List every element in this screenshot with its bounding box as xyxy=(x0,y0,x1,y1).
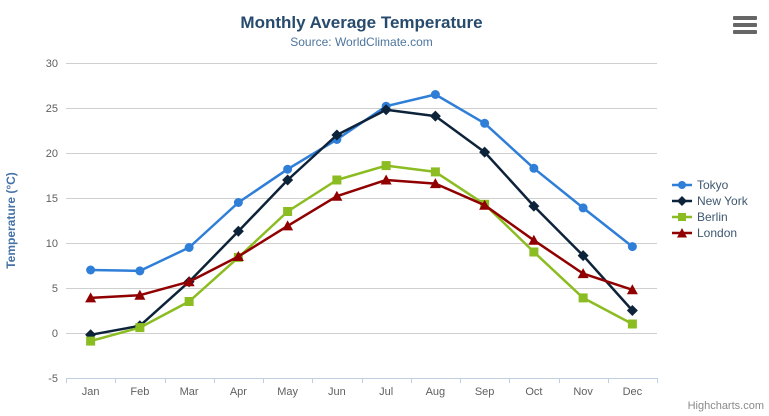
y-axis-tick-label: -5 xyxy=(48,373,58,385)
chart-title: Monthly Average Temperature xyxy=(240,13,483,32)
highcharts-credit-link[interactable]: Highcharts.com xyxy=(687,400,764,412)
legend: Tokyo New York Berlin London xyxy=(672,177,748,241)
legend-triangle-icon xyxy=(672,228,692,238)
hamburger-icon xyxy=(733,30,757,34)
data-point-new-york-apr[interactable] xyxy=(232,225,244,237)
hamburger-icon xyxy=(733,23,757,27)
data-point-berlin-mar[interactable] xyxy=(184,297,194,306)
data-point-berlin-dec[interactable] xyxy=(627,319,637,329)
data-point-new-york-nov[interactable] xyxy=(577,250,589,262)
series-line-new-york xyxy=(90,108,634,337)
y-axis-title: Temperature (°C) xyxy=(4,172,18,269)
legend-item-tokyo[interactable]: Tokyo xyxy=(672,177,748,193)
x-axis-tick-label: Nov xyxy=(573,386,593,398)
data-point-berlin-may[interactable] xyxy=(283,207,293,216)
series-line-berlin xyxy=(90,164,633,343)
data-point-london-dec[interactable] xyxy=(626,284,638,295)
series-line-london xyxy=(90,178,633,300)
data-point-new-york-sep[interactable] xyxy=(479,146,491,158)
data-point-new-york-aug[interactable] xyxy=(429,110,441,122)
data-point-london-sep[interactable] xyxy=(479,199,491,210)
x-axis-tick-label: Aug xyxy=(426,386,446,398)
x-axis-tick-label: May xyxy=(277,386,298,398)
y-axis-tick-label: 25 xyxy=(46,103,58,115)
data-point-berlin-jun[interactable] xyxy=(332,175,342,185)
data-point-london-may[interactable] xyxy=(282,220,294,231)
data-point-berlin-feb[interactable] xyxy=(135,323,145,333)
x-axis-tick-label: Apr xyxy=(230,386,247,398)
data-point-new-york-oct[interactable] xyxy=(528,200,540,212)
x-axis-tick-label: Feb xyxy=(130,386,149,398)
export-context-menu-button[interactable] xyxy=(733,16,757,34)
x-axis-tick-label: Jul xyxy=(379,386,393,398)
legend-item-london[interactable]: London xyxy=(672,225,748,241)
data-point-tokyo-apr[interactable] xyxy=(233,198,243,207)
data-point-tokyo-oct[interactable] xyxy=(529,163,539,173)
legend-label: Tokyo xyxy=(697,178,729,192)
data-point-berlin-nov[interactable] xyxy=(578,293,588,303)
data-point-berlin-aug[interactable] xyxy=(430,167,440,177)
legend-label: New York xyxy=(697,194,748,208)
y-axis-tick-label: 0 xyxy=(52,328,58,340)
legend-square-icon xyxy=(672,213,692,221)
data-point-tokyo-dec[interactable] xyxy=(627,242,637,252)
data-point-new-york-dec[interactable] xyxy=(626,305,638,316)
y-axis-tick-label: 30 xyxy=(46,58,58,70)
data-point-london-jul[interactable] xyxy=(380,174,392,185)
legend-item-berlin[interactable]: Berlin xyxy=(672,209,748,225)
data-point-london-nov[interactable] xyxy=(577,268,589,279)
data-point-tokyo-jan[interactable] xyxy=(86,265,96,275)
series-line-tokyo xyxy=(90,93,634,273)
y-axis-tick-label: 5 xyxy=(52,283,58,295)
data-point-london-feb[interactable] xyxy=(134,289,146,300)
chart-subtitle: Source: WorldClimate.com xyxy=(290,35,433,49)
x-axis-tick-label: Mar xyxy=(180,386,199,398)
data-point-tokyo-aug[interactable] xyxy=(430,90,440,99)
data-point-tokyo-feb[interactable] xyxy=(135,266,145,276)
data-point-london-jun[interactable] xyxy=(331,190,343,201)
data-point-new-york-may[interactable] xyxy=(282,174,294,186)
data-point-berlin-oct[interactable] xyxy=(529,247,539,257)
hamburger-icon xyxy=(733,16,757,20)
legend-label: Berlin xyxy=(697,210,728,224)
data-point-new-york-jul[interactable] xyxy=(380,104,392,116)
data-point-tokyo-nov[interactable] xyxy=(578,203,588,213)
data-point-london-jan[interactable] xyxy=(85,292,97,303)
y-axis-tick-label: 15 xyxy=(46,193,58,205)
data-point-london-aug[interactable] xyxy=(429,178,441,189)
x-axis-tick-label: Dec xyxy=(623,386,643,398)
x-axis-tick-label: Oct xyxy=(525,386,542,398)
data-point-berlin-jan[interactable] xyxy=(86,336,96,346)
x-axis-tick-label: Sep xyxy=(475,386,495,398)
data-point-tokyo-sep[interactable] xyxy=(480,118,490,128)
data-point-berlin-jul[interactable] xyxy=(381,161,391,171)
y-axis-tick-label: 20 xyxy=(46,148,58,160)
data-point-london-oct[interactable] xyxy=(528,234,540,245)
legend-item-new-york[interactable]: New York xyxy=(672,193,748,209)
data-point-london-mar[interactable] xyxy=(183,276,195,287)
data-point-tokyo-mar[interactable] xyxy=(184,243,194,252)
y-axis-tick-label: 10 xyxy=(46,238,58,250)
data-point-new-york-jun[interactable] xyxy=(331,129,343,141)
legend-diamond-icon xyxy=(672,196,692,206)
data-point-tokyo-may[interactable] xyxy=(283,164,293,174)
legend-label: London xyxy=(697,226,738,240)
x-axis-tick-label: Jan xyxy=(82,386,100,398)
data-point-london-apr[interactable] xyxy=(232,251,244,261)
x-axis-tick-label: Jun xyxy=(328,386,346,398)
legend-circle-icon xyxy=(672,181,692,189)
